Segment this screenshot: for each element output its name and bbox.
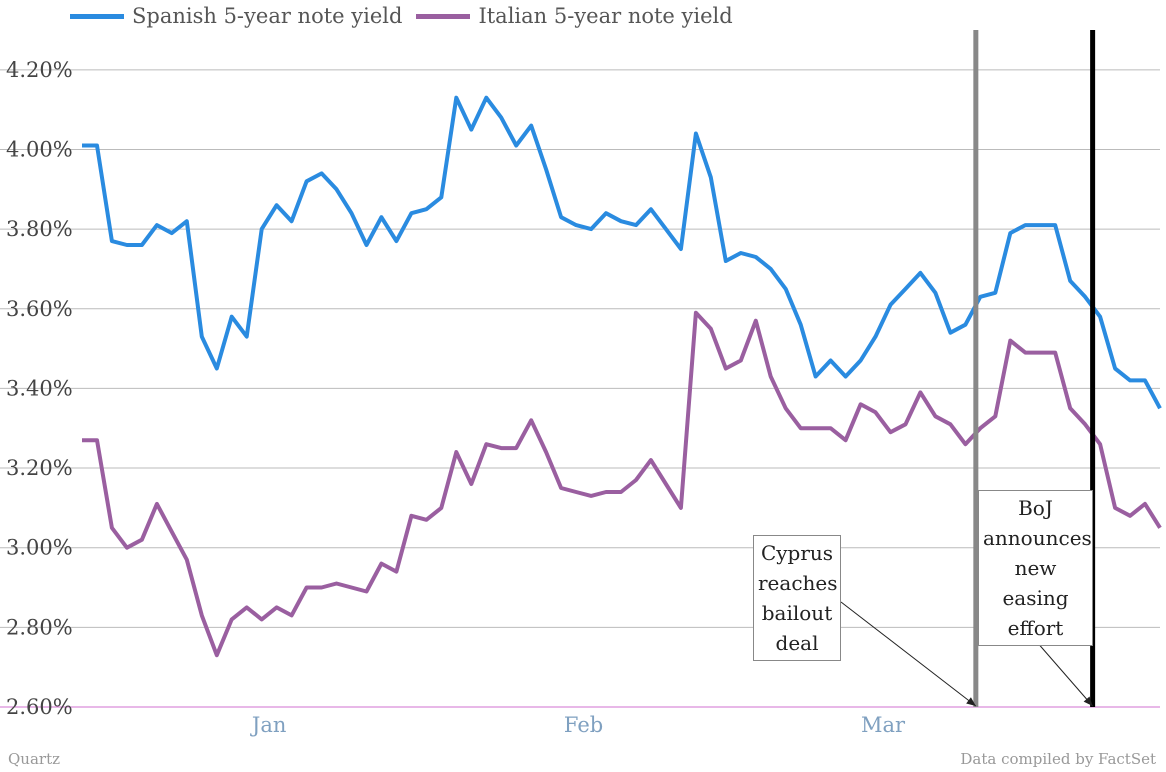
annotation-pointer [1035,640,1094,707]
y-tick-label: 3.20% [6,456,73,480]
annotation-cyprus: Cyprus reaches bailout deal [753,535,841,661]
x-tick-label: Feb [564,713,603,737]
y-tick-label: 3.40% [6,376,73,400]
annotation-line: BoJ [1018,496,1053,520]
annotation-arrowhead [1083,696,1093,706]
legend-item-italian: Italian 5-year note yield [416,4,733,28]
annotation-line: deal [775,631,819,655]
series-line-italian [82,310,1162,658]
source-right: Data compiled by FactSet [960,750,1156,768]
y-tick-label: 4.00% [6,137,73,161]
series-line-spanish [82,95,1162,410]
annotation-line: Cyprus [760,541,834,565]
y-tick-label: 2.60% [6,695,73,719]
x-tick-label: Jan [250,713,286,737]
annotation-arrowhead [966,697,976,706]
annotation-pointer [840,601,977,707]
source-left: Quartz [8,750,61,768]
x-tick-label: Mar [861,713,906,737]
y-tick-label: 4.20% [6,58,73,82]
y-tick-label: 2.80% [6,615,73,639]
legend-swatch-italian [416,13,471,19]
y-tick-label: 3.60% [6,297,73,321]
annotation-line: easing [1002,586,1069,610]
legend-swatch-spanish [70,13,124,19]
legend-label-spanish: Spanish 5-year note yield [132,4,403,28]
legend-label-italian: Italian 5-year note yield [478,4,733,28]
annotation-line: new [1014,556,1057,580]
y-tick-label: 3.00% [6,536,73,560]
legend-item-spanish: Spanish 5-year note yield [70,4,402,28]
annotation-line: effort [1007,616,1064,640]
y-tick-label: 3.80% [6,217,73,241]
legend: Spanish 5-year note yield Italian 5-year… [70,4,747,28]
annotation-line: announces [983,526,1092,550]
annotation-line: bailout [761,601,833,625]
annotation-line: reaches [758,571,838,595]
annotation-boj: BoJ announces new easing effort [978,490,1093,646]
